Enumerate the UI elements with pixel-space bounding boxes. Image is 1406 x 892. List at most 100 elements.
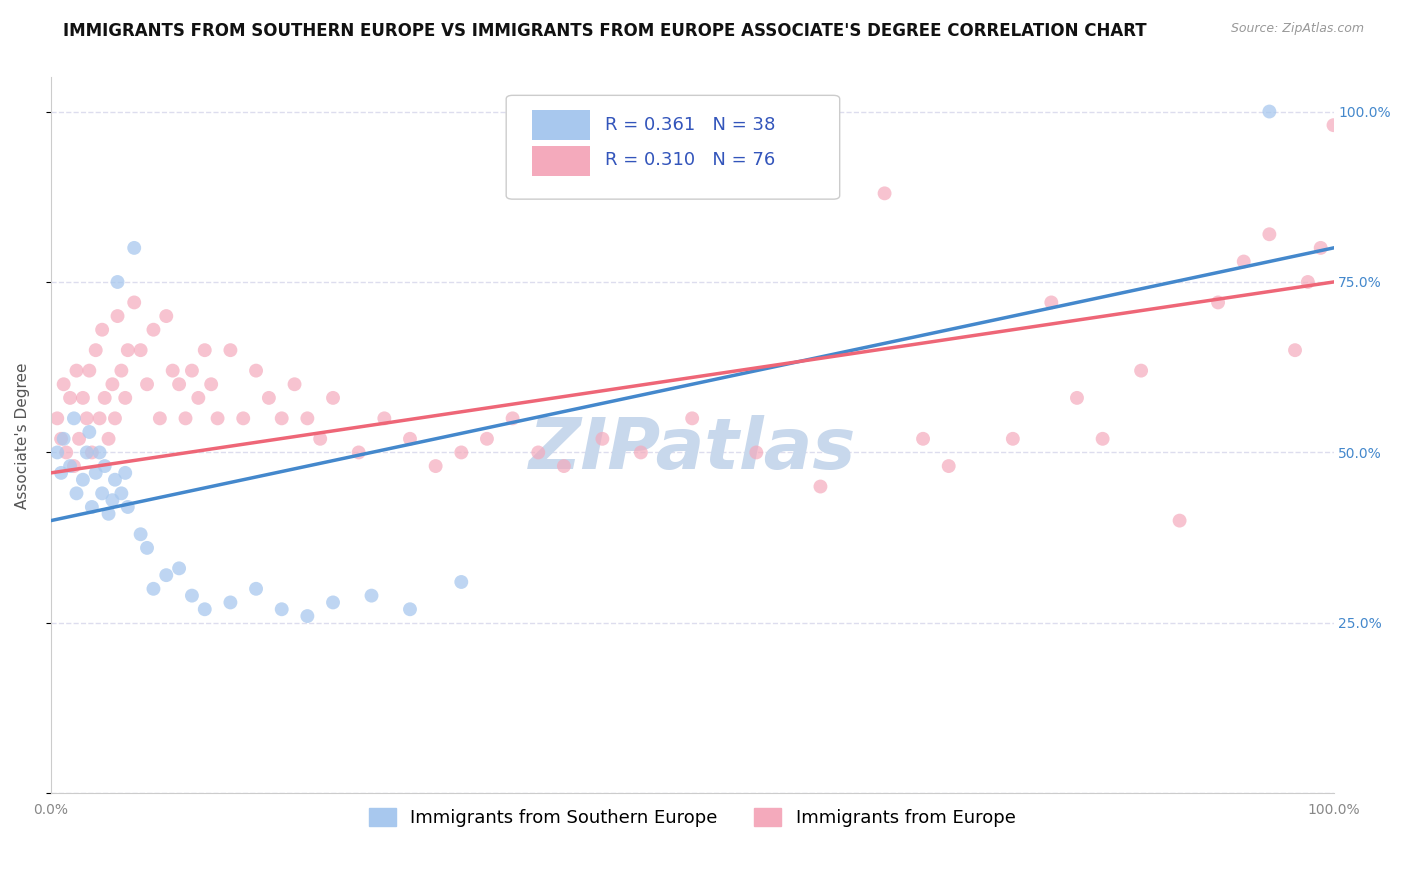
Point [84, 343, 107, 358]
Point [200, 377, 222, 392]
Point [59, 391, 82, 405]
Point [873, 186, 896, 201]
FancyBboxPatch shape [531, 146, 589, 177]
Point [89, 445, 111, 459]
Point [309, 432, 332, 446]
Point [245, 363, 267, 377]
Point [181, 589, 204, 603]
Point [297, 411, 319, 425]
Point [194, 602, 217, 616]
Point [101, 377, 124, 392]
Point [360, 589, 382, 603]
Point [297, 609, 319, 624]
Point [1130, 363, 1153, 377]
Point [194, 343, 217, 358]
Point [232, 411, 254, 425]
Point [72, 473, 94, 487]
Point [502, 411, 524, 425]
Point [52, 377, 75, 392]
Point [912, 432, 935, 446]
Point [630, 445, 652, 459]
Point [93, 459, 115, 474]
Point [93, 391, 115, 405]
Point [322, 595, 344, 609]
Point [52, 432, 75, 446]
Point [49, 466, 72, 480]
Point [1233, 254, 1256, 268]
Point [938, 459, 960, 474]
Point [207, 411, 229, 425]
Point [162, 363, 184, 377]
Point [104, 411, 127, 425]
Point [136, 377, 159, 392]
Point [1284, 343, 1306, 358]
Text: R = 0.310   N = 76: R = 0.310 N = 76 [605, 152, 775, 169]
Point [810, 479, 832, 493]
Point [399, 432, 422, 446]
Point [91, 486, 114, 500]
Text: ZIPatlas: ZIPatlas [529, 415, 856, 484]
Point [322, 391, 344, 405]
Point [1168, 514, 1191, 528]
Point [46, 445, 69, 459]
Point [72, 391, 94, 405]
Point [84, 466, 107, 480]
Point [107, 275, 129, 289]
Point [63, 411, 86, 425]
Point [373, 411, 395, 425]
Point [49, 432, 72, 446]
Point [136, 541, 159, 555]
Point [1309, 241, 1331, 255]
Point [270, 602, 292, 616]
Text: Source: ZipAtlas.com: Source: ZipAtlas.com [1230, 22, 1364, 36]
Point [527, 445, 550, 459]
Point [174, 411, 197, 425]
Point [1258, 227, 1281, 242]
Point [745, 445, 768, 459]
Point [425, 459, 447, 474]
Point [65, 486, 87, 500]
Point [149, 411, 172, 425]
FancyBboxPatch shape [506, 95, 839, 199]
Point [59, 459, 82, 474]
Point [65, 363, 87, 377]
Point [1001, 432, 1024, 446]
Point [1091, 432, 1114, 446]
Point [89, 411, 111, 425]
Point [55, 445, 77, 459]
Point [101, 493, 124, 508]
Point [219, 343, 242, 358]
Point [80, 445, 103, 459]
Point [104, 473, 127, 487]
Legend: Immigrants from Southern Europe, Immigrants from Europe: Immigrants from Southern Europe, Immigra… [361, 801, 1022, 834]
Point [1296, 275, 1319, 289]
Point [142, 582, 165, 596]
Point [76, 445, 98, 459]
Text: R = 0.361   N = 38: R = 0.361 N = 38 [605, 116, 775, 134]
Point [114, 391, 136, 405]
Point [110, 363, 132, 377]
Point [681, 411, 703, 425]
Point [155, 309, 177, 323]
Point [245, 582, 267, 596]
Point [1258, 104, 1281, 119]
Point [553, 459, 575, 474]
Point [1040, 295, 1063, 310]
Point [283, 377, 305, 392]
Point [1322, 118, 1344, 132]
Point [1206, 295, 1229, 310]
Point [91, 323, 114, 337]
Point [167, 561, 190, 575]
Point [76, 411, 98, 425]
Point [450, 445, 472, 459]
Point [475, 432, 498, 446]
Text: IMMIGRANTS FROM SOUTHERN EUROPE VS IMMIGRANTS FROM EUROPE ASSOCIATE'S DEGREE COR: IMMIGRANTS FROM SOUTHERN EUROPE VS IMMIG… [63, 22, 1147, 40]
Point [187, 391, 209, 405]
Point [80, 500, 103, 514]
Y-axis label: Associate's Degree: Associate's Degree [15, 362, 30, 508]
Point [399, 602, 422, 616]
Point [129, 343, 152, 358]
Point [450, 574, 472, 589]
FancyBboxPatch shape [531, 111, 589, 140]
Point [270, 411, 292, 425]
